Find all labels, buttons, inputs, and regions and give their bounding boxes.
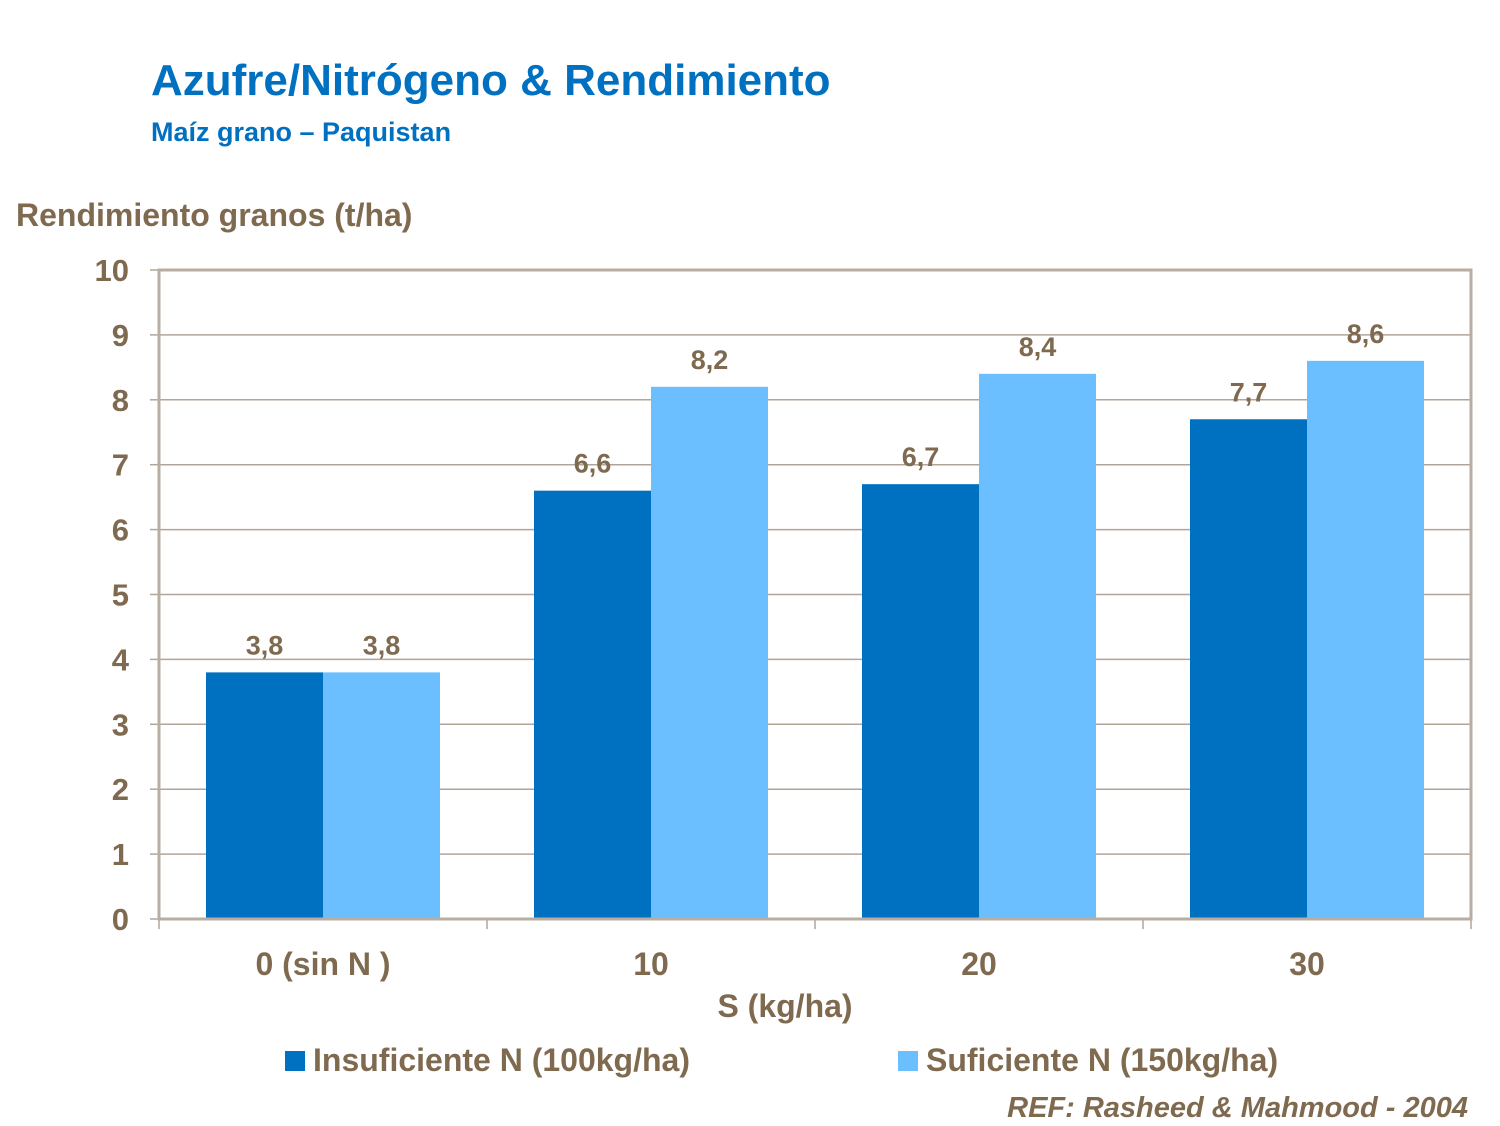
- chart-title: Azufre/Nitrógeno & Rendimiento: [151, 56, 831, 105]
- data-label: 6,7: [902, 442, 940, 472]
- bar: [1190, 419, 1307, 919]
- bar: [1307, 360, 1424, 919]
- bar: [206, 672, 323, 919]
- x-tick-label: 30: [1289, 946, 1325, 982]
- y-tick-label: 2: [112, 772, 129, 807]
- legend-swatch: [898, 1050, 918, 1071]
- bar: [323, 672, 440, 919]
- legend-swatch: [285, 1050, 305, 1071]
- y-tick-label: 7: [112, 448, 129, 483]
- data-label: 8,6: [1347, 319, 1385, 349]
- bar: [862, 484, 979, 919]
- chart-subtitle: Maíz grano – Paquistan: [151, 117, 452, 147]
- y-tick-label: 6: [112, 513, 129, 548]
- bar: [979, 373, 1096, 920]
- data-label: 3,8: [246, 630, 284, 660]
- data-label: 6,6: [574, 449, 612, 479]
- y-tick-label: 1: [112, 837, 129, 872]
- x-tick-label: 20: [961, 946, 997, 982]
- bar: [651, 386, 768, 919]
- bar: [534, 490, 651, 919]
- y-tick-label: 9: [112, 318, 129, 353]
- data-label: 7,7: [1230, 377, 1268, 407]
- y-tick-label: 4: [112, 642, 130, 677]
- reference-note: REF: Rasheed & Mahmood - 2004: [1007, 1092, 1468, 1124]
- legend-label: Insuficiente N (100kg/ha): [313, 1042, 690, 1078]
- x-axis-label: S (kg/ha): [717, 988, 853, 1024]
- data-label: 8,2: [691, 345, 729, 375]
- legend-item-suficiente: Suficiente N (150kg/ha): [898, 1042, 1278, 1079]
- legend-label: Suficiente N (150kg/ha): [926, 1042, 1279, 1078]
- y-axis-label: Rendimiento granos (t/ha): [16, 197, 413, 233]
- data-label: 3,8: [363, 630, 401, 660]
- x-tick-label: 10: [633, 946, 669, 982]
- y-tick-label: 5: [112, 578, 129, 613]
- x-tick-label: 0 (sin N ): [255, 946, 390, 982]
- data-label: 8,4: [1019, 332, 1057, 362]
- y-tick-label: 8: [112, 383, 129, 418]
- y-tick-label: 10: [95, 253, 129, 288]
- plot-area-border: [157, 268, 1473, 921]
- legend-item-insuficiente: Insuficiente N (100kg/ha): [285, 1042, 690, 1079]
- y-tick-label: 3: [112, 707, 129, 742]
- y-tick-label: 0: [112, 902, 129, 937]
